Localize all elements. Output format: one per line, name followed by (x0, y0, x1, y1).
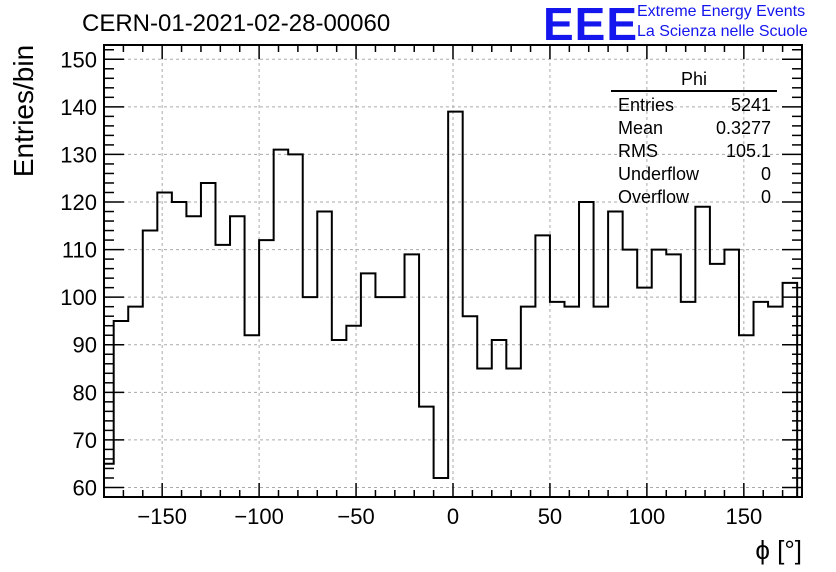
y-tick-label: 140 (60, 95, 97, 120)
histogram-bin (288, 154, 303, 497)
histogram-bin (259, 240, 274, 497)
histogram-bin (506, 369, 521, 497)
y-tick-label: 100 (60, 285, 97, 310)
histogram-bin (695, 207, 710, 497)
histogram-bin (201, 183, 216, 497)
logo-line-1: Extreme Energy Events (637, 3, 806, 20)
stats-box: Phi Entries 5241 Mean 0.3277 RMS 105.1 U… (611, 69, 777, 209)
histogram-bin (172, 202, 187, 497)
histogram-bin (186, 216, 201, 497)
histogram-bin (564, 307, 579, 497)
stats-label: RMS (618, 141, 658, 161)
histogram-bin (215, 245, 230, 497)
histogram-bin (405, 254, 420, 497)
stats-value: 0 (760, 164, 771, 184)
stats-row-overflow: Overflow 0 (611, 186, 777, 209)
histogram-bin (550, 302, 565, 497)
histogram-bin (724, 250, 739, 497)
stats-title: Phi (611, 69, 777, 92)
y-tick-label: 80 (73, 380, 97, 405)
histogram-bin (681, 302, 696, 497)
histogram-bin (535, 235, 550, 497)
stats-value: 0.3277 (715, 118, 771, 138)
logo-line-2: La Scienza nelle Scuole (637, 23, 808, 40)
y-tick-label: 90 (73, 333, 97, 358)
histogram-line (103, 110, 799, 497)
x-tick-label: −150 (137, 504, 187, 529)
histogram-bin (608, 212, 623, 497)
histogram-bin (594, 307, 609, 497)
tick-labels: −150 −100 −50 0 50 100 150 60 70 80 90 100 110 120 130… (60, 47, 762, 529)
y-tick-label: 110 (62, 238, 97, 263)
x-tick-label: −50 (337, 504, 374, 529)
histogram-bin (317, 212, 332, 497)
histogram-bin (114, 321, 129, 497)
stats-row-rms: RMS 105.1 (611, 140, 777, 163)
histogram-bin (623, 250, 638, 497)
x-tick-label: 100 (629, 504, 666, 529)
histogram-bin (521, 307, 536, 497)
histogram-bin (303, 297, 318, 497)
y-tick-label: 130 (60, 142, 97, 167)
x-tick-label: 0 (447, 504, 459, 529)
y-tick-label: 60 (73, 475, 97, 500)
x-tick-label: 150 (725, 504, 762, 529)
histogram-bin (143, 231, 158, 497)
histogram-bin (245, 335, 260, 497)
stats-row-underflow: Underflow 0 (611, 163, 777, 186)
histogram-bin (754, 302, 769, 497)
histogram-bin (579, 202, 594, 497)
eee-logo: EEE (543, 0, 639, 50)
histogram-bin (652, 250, 667, 497)
histogram-bin (448, 112, 463, 497)
histogram-bin (768, 307, 783, 497)
histogram-bin (230, 216, 245, 497)
stats-label: Underflow (618, 164, 700, 184)
stats-value: 0 (760, 187, 771, 207)
x-tick-label: −100 (234, 504, 284, 529)
x-tick-label: 50 (538, 504, 562, 529)
stats-label: Entries (618, 95, 675, 115)
histogram-bin (477, 369, 492, 497)
y-tick-label: 150 (60, 47, 97, 72)
x-axis-label: ϕ [°] (755, 535, 802, 565)
histogram-bin (666, 254, 681, 497)
stats-value: 5241 (730, 95, 771, 115)
histogram-bin (463, 316, 478, 497)
y-tick-label: 120 (60, 190, 97, 215)
chart-title: CERN-01-2021-02-28-00060 (82, 10, 391, 37)
stats-row-entries: Entries 5241 (611, 94, 777, 117)
histogram-bin (492, 340, 507, 497)
histogram-bin (419, 407, 434, 497)
histogram-bin (128, 307, 143, 497)
histogram-bin (739, 335, 754, 497)
y-tick-label: 70 (73, 428, 97, 453)
stats-value: 105.1 (725, 141, 771, 161)
histogram-bin (783, 283, 798, 497)
stats-row-mean: Mean 0.3277 (611, 117, 777, 140)
stats-label: Mean (618, 118, 664, 138)
histogram-bin (361, 273, 376, 497)
grid-lines (104, 45, 802, 497)
y-axis-label: Entries/bin (8, 45, 39, 177)
histogram-bin (375, 297, 390, 497)
histogram-bin (710, 264, 725, 497)
histogram-bin (390, 297, 405, 497)
stats-label: Overflow (618, 187, 690, 207)
histogram-bin (332, 340, 347, 497)
logo-caption: Extreme Energy Events La Scienza nelle S… (637, 2, 808, 42)
histogram-bin (346, 326, 361, 497)
